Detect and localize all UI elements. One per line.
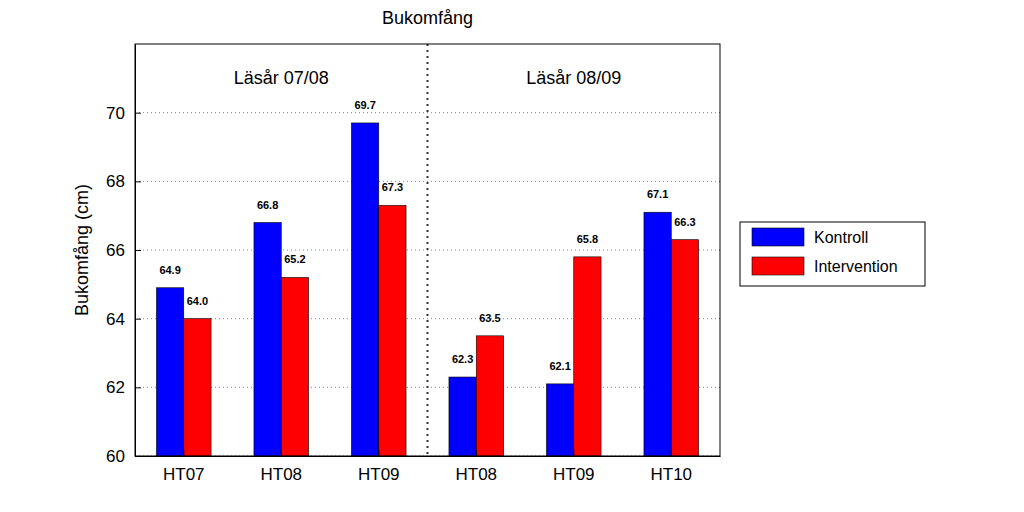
legend-label: Intervention	[814, 258, 898, 275]
data-label: 66.8	[257, 199, 278, 211]
y-axis-title: Bukomfång (cm)	[72, 184, 92, 316]
data-label: 62.3	[452, 353, 473, 365]
data-labels: 64.9 66.8 69.7 62.3 62.1 67.1 64.0 65.2 67.3 63.5…	[159, 99, 695, 372]
chart: Läsår 07/08 Läsår 08/09 64.9 66.8 69.7 62.3 62…	[0, 0, 1024, 512]
x-tick: HT09	[553, 450, 595, 484]
bar	[546, 384, 573, 456]
bar	[449, 377, 476, 456]
x-tick-label: HT08	[455, 465, 497, 484]
x-tick-label: HT08	[260, 465, 302, 484]
x-tick-mark	[281, 450, 282, 456]
x-tick-label: HT09	[553, 465, 595, 484]
bar	[281, 277, 308, 456]
bar	[671, 240, 698, 456]
y-tick-label: 66	[106, 241, 125, 260]
grid-line	[135, 181, 720, 182]
bar	[644, 212, 671, 456]
y-tick: 66	[106, 241, 141, 260]
x-tick: HT10	[650, 450, 692, 484]
data-label: 62.1	[549, 360, 570, 372]
x-tick-mark	[476, 450, 477, 456]
legend: Kontroll Intervention	[740, 222, 925, 286]
x-tick-label: HT09	[358, 465, 400, 484]
legend-swatch	[752, 228, 804, 246]
legend-swatch	[752, 257, 804, 275]
grid-line	[135, 318, 720, 319]
data-label: 69.7	[354, 99, 375, 111]
x-tick-label: HT07	[163, 465, 205, 484]
bar	[379, 205, 406, 456]
data-label: 67.1	[647, 188, 668, 200]
x-tick: HT09	[358, 450, 400, 484]
x-tick-mark	[378, 450, 379, 456]
data-label: 64.0	[187, 295, 208, 307]
y-tick-label: 70	[106, 104, 125, 123]
x-tick: HT08	[260, 450, 302, 484]
data-label: 65.8	[577, 233, 598, 245]
plot-frame	[135, 44, 720, 456]
data-label: 65.2	[284, 253, 305, 265]
annotation: Läsår 07/08	[234, 68, 329, 88]
bars	[156, 123, 698, 456]
y-tick: 64	[106, 310, 141, 329]
x-axis-line	[136, 456, 721, 457]
bar	[351, 123, 378, 456]
bar	[184, 319, 211, 456]
y-tick-mark	[135, 113, 141, 114]
legend-box	[740, 222, 925, 286]
title: Bukomfång	[382, 8, 473, 28]
y-tick-label: 62	[106, 378, 125, 397]
x-tick-label: HT10	[650, 465, 692, 484]
y-tick: 62	[106, 378, 141, 397]
y-tick-label: 68	[106, 172, 125, 191]
data-label: 66.3	[674, 216, 695, 228]
x-tick-mark	[183, 450, 184, 456]
bar	[254, 223, 281, 456]
data-label: 67.3	[382, 181, 403, 193]
y-tick: 68	[106, 172, 141, 191]
y-tick-label: 60	[106, 447, 125, 466]
data-label: 64.9	[159, 264, 180, 276]
legend-label: Kontroll	[814, 229, 868, 246]
x-tick-mark	[573, 450, 574, 456]
y-tick-mark	[135, 181, 141, 182]
x-tick: HT07	[163, 450, 205, 484]
grid-line	[135, 112, 720, 113]
bar	[156, 288, 183, 456]
data-label: 63.5	[479, 312, 500, 324]
y-tick-label: 64	[106, 310, 125, 329]
y-tick: 70	[106, 104, 141, 123]
y-tick-mark	[135, 250, 141, 251]
bar	[476, 336, 503, 456]
annotation: Läsår 08/09	[526, 68, 621, 88]
y-tick-mark	[135, 319, 141, 320]
group-divider	[427, 44, 429, 456]
x-tick-mark	[671, 450, 672, 456]
x-axis: HT07 HT08 HT09 HT08 HT09 HT10	[136, 450, 721, 484]
bar	[574, 257, 601, 456]
y-axis: 60 62 64 66 68 70	[106, 45, 141, 466]
x-tick: HT08	[455, 450, 497, 484]
y-tick-mark	[135, 387, 141, 388]
